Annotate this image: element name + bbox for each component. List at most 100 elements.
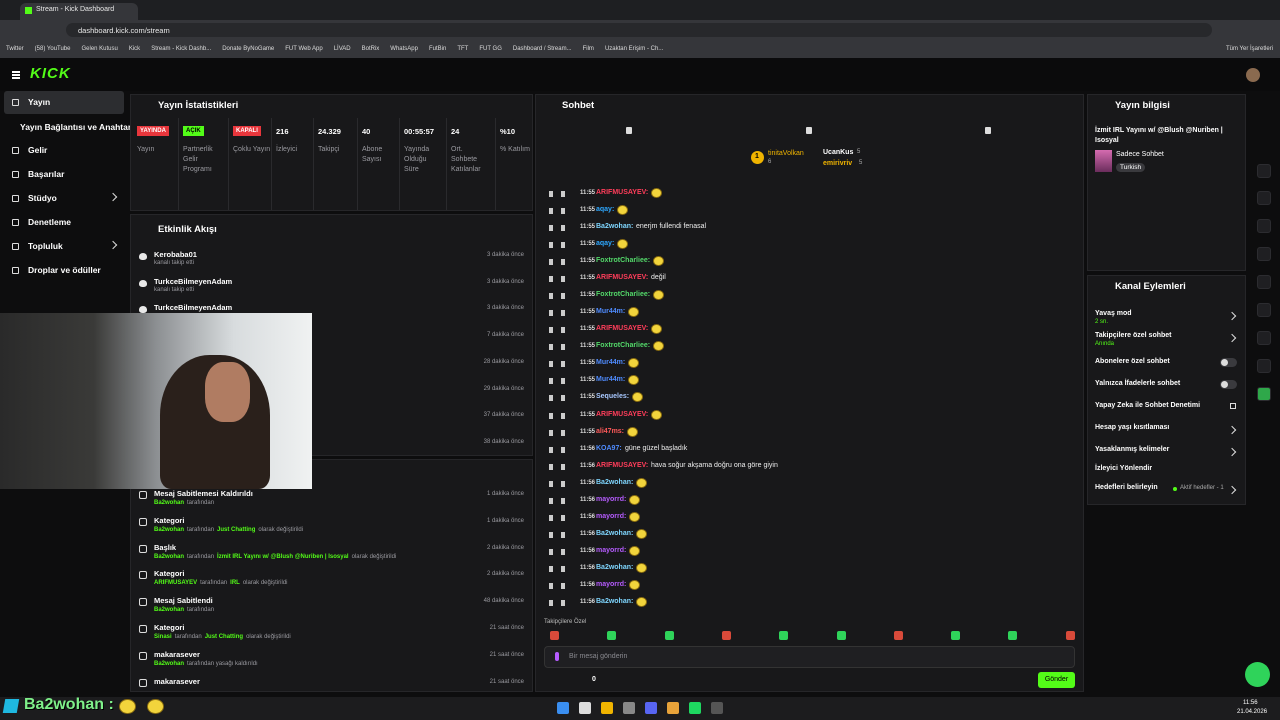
log-part: Just Chatting [204,634,244,640]
action-label[interactable]: Yalnızca İfadelerle sohbet [1095,380,1181,387]
bookmark[interactable]: Twitter [6,46,24,52]
overlay-emote [147,699,164,714]
taskbar-app[interactable] [601,702,613,714]
taskbar-app[interactable] [557,702,569,714]
action-label[interactable]: Abonelere özel sohbet [1095,358,1170,365]
action-label[interactable]: Takipçilere özel sohbet [1095,332,1172,339]
msg-time: 11:56 [580,496,596,503]
action-label[interactable]: Yasaklanmış kelimeler [1095,446,1170,453]
rank: 1 [755,153,759,160]
action-label[interactable]: Hesap yaşı kısıtlaması [1095,424,1170,431]
taskbar-app[interactable] [689,702,701,714]
activity-time: 3 dakika önce [486,305,524,312]
log-icon [139,625,147,633]
bookmark[interactable]: Film [582,46,594,52]
logo[interactable]: KICK [30,65,71,82]
taskbar-app[interactable] [645,702,657,714]
chat-input[interactable] [544,646,1075,668]
emote-picker[interactable] [1065,631,1075,640]
nav-item[interactable]: Yayın [28,97,51,107]
emote-picker[interactable] [721,631,731,640]
toggle[interactable] [1220,380,1237,389]
nav-item[interactable]: Stüdyo [28,193,57,203]
side-icon[interactable] [1257,331,1271,345]
bookmark[interactable]: LİVAD [333,46,351,52]
bookmark[interactable]: FUT GG [479,46,502,52]
log-part: tarafından [187,553,215,560]
external[interactable] [1230,403,1236,409]
chat-tool[interactable] [806,127,812,134]
msg-icon [549,327,553,334]
action-label[interactable]: İzleyici Yönlendir [1095,465,1153,472]
emote-picker[interactable] [664,631,674,640]
taskbar-app[interactable] [579,702,591,714]
all-bookmarks[interactable]: Tüm Yer İşaretleri [1226,46,1274,52]
bookmark[interactable]: WhatsApp [390,46,418,52]
side-icon[interactable] [1257,359,1271,373]
tab-title: Stream - Kick Dashboard [36,6,115,13]
emote [632,392,643,403]
chat-tool[interactable] [626,127,632,134]
log-icon [139,517,147,526]
side-icon[interactable] [1257,387,1271,401]
bookmark[interactable]: Uzaktan Erişim - Ch... [604,46,664,52]
nav-item[interactable]: Topluluk [28,241,63,251]
log-part: tarafından [174,634,202,640]
msg-icon [549,565,553,572]
msg-user: aqay: [596,206,615,214]
emote-picker[interactable] [951,631,961,640]
msg-user: FoxtrotCharliee: [596,257,651,265]
bookmark[interactable]: Stream - Kick Dashb... [151,46,212,52]
taskbar-app[interactable] [667,702,679,714]
log-title: makarasever [154,676,200,686]
help-button[interactable] [1245,662,1270,687]
chevron[interactable] [108,240,118,250]
bookmark[interactable]: Kick [128,46,141,52]
log-icon [139,491,147,499]
msg-time: 11:56 [580,462,596,469]
bookmark[interactable]: Gelen Kutusu [81,46,118,52]
nav-item[interactable]: Gelir [28,145,48,155]
side-icon[interactable] [1257,191,1271,205]
nav-item[interactable]: Droplar ve ödüller [28,265,101,275]
msg-icon [561,582,565,589]
emote-picker[interactable] [893,631,903,640]
nav-item[interactable]: Denetleme [28,217,71,227]
taskbar-app[interactable] [711,702,723,714]
bookmark[interactable]: Dashboard / Stream... [512,46,572,52]
bookmark[interactable]: TFT [457,46,469,52]
side-icon[interactable] [1257,247,1271,261]
msg-time: 11:55 [580,360,596,367]
nav-icon [12,171,19,178]
msg-text: değil [651,274,666,282]
bookmark[interactable]: FutBin [428,46,447,52]
bookmark[interactable]: FUT Web App [285,46,323,52]
side-icon[interactable] [1257,164,1271,178]
chevron[interactable] [108,192,118,202]
side-icon[interactable] [1257,219,1271,233]
emote-picker[interactable] [836,631,846,640]
emote-picker[interactable] [1008,631,1018,640]
nav-item[interactable]: Başarılar [28,169,65,179]
emote-picker[interactable] [550,631,559,640]
side-icon[interactable] [1257,98,1271,112]
toggle[interactable] [1220,358,1237,367]
avatar[interactable] [1246,68,1260,82]
bookmark[interactable]: Donate ByNoGame [222,46,275,52]
nav-item[interactable]: Yayın Bağlantısı ve Anahtarı [20,122,134,132]
action-label[interactable]: Yavaş mod [1095,310,1132,317]
taskbar-app[interactable] [623,702,635,714]
side-icon[interactable] [1257,275,1271,289]
emote-picker[interactable] [607,631,617,640]
side-icon[interactable] [1257,303,1271,317]
url-box[interactable] [66,23,1212,37]
bookmark[interactable]: BotRix [361,46,380,52]
msg-icon [549,242,553,249]
action-label[interactable]: Hedefleri belirleyin [1095,484,1158,491]
action-label[interactable]: Yapay Zeka ile Sohbet Denetimi [1095,402,1201,409]
bookmark[interactable]: (58) YouTube [34,46,71,52]
emote-picker[interactable] [779,631,789,640]
send-button[interactable]: Gönder [1038,672,1075,688]
chat-tool[interactable] [985,127,991,134]
tab[interactable] [20,3,138,20]
